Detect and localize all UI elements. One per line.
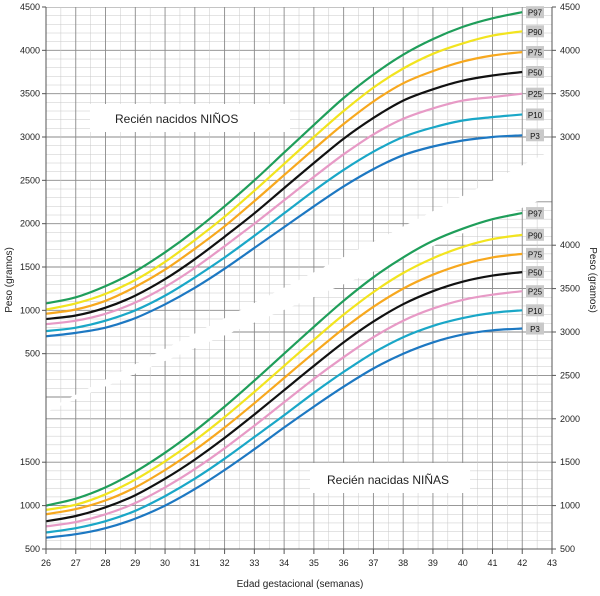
boys-line-p75 — [45, 51, 523, 315]
girls-label-p10: P10 — [528, 307, 543, 316]
girls-label-p3: P3 — [530, 325, 540, 334]
girls-y-tick-label-right: 4000 — [560, 240, 580, 250]
boys-label-box-p97 — [526, 6, 544, 19]
boys-y-tick-label-right: 3000 — [560, 132, 580, 142]
boys-series-lines — [45, 11, 523, 338]
boys-label-box-p50 — [526, 66, 544, 78]
girls-y-tick-label-right: 2500 — [560, 370, 580, 380]
axes: 26 27 28 29 30 31 32 33 34 35 36 37 38 39 40 41 42 435001… — [20, 2, 580, 568]
girls-y-tick-label-right: 1000 — [560, 501, 580, 511]
y-axis-label-left: Peso (gramos) — [4, 247, 15, 313]
x-tick-label: 36 — [339, 558, 349, 568]
x-tick-label: 34 — [279, 558, 289, 568]
x-axis-label: Edad gestacional (semanas) — [237, 579, 364, 590]
boys-y-tick-label-left: 1500 — [20, 262, 40, 272]
girls-line-p90 — [45, 233, 523, 511]
girls-label-p97: P97 — [528, 210, 543, 219]
x-tick-label: 43 — [547, 558, 557, 568]
x-tick-label: 41 — [487, 558, 497, 568]
x-tick-label: 27 — [71, 558, 81, 568]
x-tick-label: 26 — [41, 558, 51, 568]
boys-y-tick-label-left: 4000 — [20, 45, 40, 55]
girls-y-tick-label-left: 500 — [25, 544, 40, 554]
girls-series-lines — [45, 212, 523, 539]
boys-y-tick-label-left: 4500 — [20, 2, 40, 12]
boys-y-tick-label-left: 2500 — [20, 175, 40, 185]
boys-label-box-p75 — [526, 46, 544, 59]
x-tick-label: 30 — [160, 558, 170, 568]
girls-label-p25: P25 — [528, 288, 543, 297]
boys-label-box-p10 — [526, 108, 544, 121]
girls-label-p90: P90 — [528, 231, 543, 240]
boys-label-p75: P75 — [528, 49, 543, 58]
boys-label-box-p25 — [526, 87, 544, 100]
boys-label-box-p90 — [526, 25, 544, 38]
x-tick-label: 32 — [220, 558, 230, 568]
boys-y-tick-label-left: 3500 — [20, 89, 40, 99]
x-tick-label: 28 — [101, 558, 111, 568]
girls-line-p3 — [45, 327, 523, 539]
boys-label-p50: P50 — [528, 69, 543, 78]
girls-y-tick-label-left: 1500 — [20, 457, 40, 467]
girls-label-box-p97 — [526, 207, 544, 220]
percentile-labels: P97 P90 P75 P50 P25 P10 P3 P97 P90 P75 P50 P25 P10 P3 — [526, 6, 544, 335]
boys-title-box — [90, 104, 290, 132]
boys-y-tick-label-left: 500 — [25, 349, 40, 359]
girls-label-box-p75 — [526, 247, 544, 260]
x-tick-label: 35 — [309, 558, 319, 568]
girls-line-p25 — [45, 290, 523, 528]
boys-label-p97: P97 — [528, 9, 543, 18]
x-tick-label: 31 — [190, 558, 200, 568]
x-tick-label: 29 — [130, 558, 140, 568]
girls-label-box-p3 — [526, 322, 544, 335]
girls-label-p50: P50 — [528, 269, 543, 278]
girls-label-box-p50 — [526, 266, 544, 279]
girls-label-box-p25 — [526, 285, 544, 298]
boys-y-tick-label-left: 3000 — [20, 132, 40, 142]
girls-line-p50 — [45, 271, 523, 523]
girls-y-tick-label-right: 2000 — [560, 414, 580, 424]
boys-line-p97 — [45, 11, 523, 305]
x-tick-label: 38 — [398, 558, 408, 568]
boys-y-tick-label-left: 2000 — [20, 219, 40, 229]
x-tick-label: 42 — [517, 558, 527, 568]
boys-line-p25 — [45, 92, 523, 326]
girls-label-p75: P75 — [528, 250, 543, 259]
girls-line-p97 — [45, 212, 523, 507]
girls-y-tick-label-right: 3500 — [560, 284, 580, 294]
boys-label-box-p3 — [526, 129, 544, 142]
y-axis-label-right: Peso (gramos) — [587, 247, 598, 313]
boys-label-p90: P90 — [528, 28, 543, 37]
girls-line-p10 — [45, 309, 523, 534]
boys-y-tick-label-right: 4000 — [560, 45, 580, 55]
girls-y-tick-label-right: 500 — [560, 544, 575, 554]
girls-chart-title: Recién nacidas NIÑAS — [327, 473, 449, 487]
girls-label-box-p90 — [526, 228, 544, 241]
boys-line-p90 — [45, 30, 523, 311]
girls-label-box-p10 — [526, 304, 544, 317]
girls-y-tick-label-right: 3000 — [560, 327, 580, 337]
girls-line-p75 — [45, 252, 523, 516]
boys-label-p25: P25 — [528, 90, 543, 99]
boys-line-p3 — [45, 134, 523, 338]
girls-title-box — [310, 463, 470, 493]
x-tick-label: 37 — [368, 558, 378, 568]
x-tick-label: 33 — [249, 558, 259, 568]
boys-label-p3: P3 — [530, 132, 540, 141]
x-tick-label: 39 — [428, 558, 438, 568]
boys-line-p50 — [45, 70, 523, 321]
boys-y-tick-label-right: 4500 — [560, 2, 580, 12]
boys-line-p10 — [45, 113, 523, 333]
girls-y-tick-label-right: 1500 — [560, 457, 580, 467]
girls-y-tick-label-left: 1000 — [20, 501, 40, 511]
boys-y-tick-label-right: 3500 — [560, 89, 580, 99]
boys-chart-title: Recién nacidos NIÑOS — [115, 112, 238, 126]
boys-label-p10: P10 — [528, 111, 543, 120]
x-tick-label: 40 — [458, 558, 468, 568]
boys-y-tick-label-left: 1000 — [20, 305, 40, 315]
